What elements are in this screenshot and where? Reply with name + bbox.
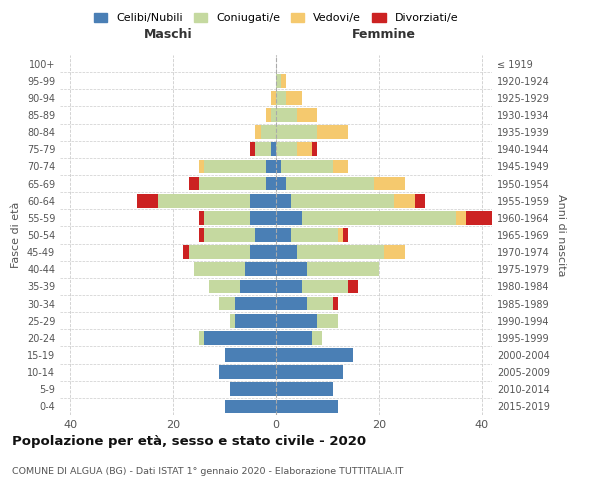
- Bar: [332, 160, 348, 173]
- Bar: [204, 160, 266, 173]
- Bar: [199, 211, 204, 224]
- Bar: [276, 348, 353, 362]
- Bar: [292, 228, 338, 242]
- Bar: [220, 366, 276, 379]
- Bar: [194, 262, 245, 276]
- Bar: [292, 194, 394, 207]
- Bar: [332, 296, 338, 310]
- Bar: [250, 211, 276, 224]
- Bar: [204, 331, 276, 344]
- Bar: [296, 246, 384, 259]
- Bar: [456, 211, 466, 224]
- Bar: [199, 176, 266, 190]
- Legend: Celibi/Nubili, Coniugati/e, Vedovi/e, Divorziati/e: Celibi/Nubili, Coniugati/e, Vedovi/e, Di…: [89, 8, 463, 28]
- Bar: [256, 142, 271, 156]
- Bar: [317, 126, 348, 139]
- Bar: [256, 228, 276, 242]
- Bar: [188, 246, 250, 259]
- Bar: [256, 126, 260, 139]
- Bar: [348, 280, 358, 293]
- Bar: [307, 296, 332, 310]
- Bar: [199, 331, 204, 344]
- Bar: [224, 348, 276, 362]
- Bar: [204, 228, 256, 242]
- Bar: [250, 142, 256, 156]
- Bar: [230, 382, 276, 396]
- Bar: [302, 280, 348, 293]
- Bar: [199, 160, 204, 173]
- Text: Femmine: Femmine: [352, 28, 416, 42]
- Bar: [271, 108, 276, 122]
- Bar: [245, 262, 276, 276]
- Bar: [230, 314, 235, 328]
- Bar: [374, 176, 404, 190]
- Bar: [276, 176, 286, 190]
- Bar: [204, 211, 250, 224]
- Bar: [286, 176, 374, 190]
- Bar: [343, 228, 348, 242]
- Bar: [188, 176, 199, 190]
- Bar: [312, 331, 322, 344]
- Bar: [220, 296, 235, 310]
- Bar: [312, 142, 317, 156]
- Text: Popolazione per età, sesso e stato civile - 2020: Popolazione per età, sesso e stato civil…: [12, 435, 366, 448]
- Bar: [235, 314, 276, 328]
- Bar: [276, 74, 281, 88]
- Bar: [281, 74, 286, 88]
- Bar: [276, 296, 307, 310]
- Bar: [276, 382, 332, 396]
- Bar: [276, 400, 338, 413]
- Bar: [271, 142, 276, 156]
- Bar: [276, 314, 317, 328]
- Bar: [296, 108, 317, 122]
- Bar: [296, 142, 312, 156]
- Bar: [281, 160, 332, 173]
- Bar: [276, 160, 281, 173]
- Bar: [276, 194, 292, 207]
- Bar: [266, 108, 271, 122]
- Bar: [276, 228, 292, 242]
- Text: COMUNE DI ALGUA (BG) - Dati ISTAT 1° gennaio 2020 - Elaborazione TUTTITALIA.IT: COMUNE DI ALGUA (BG) - Dati ISTAT 1° gen…: [12, 468, 403, 476]
- Bar: [276, 366, 343, 379]
- Y-axis label: Anni di nascita: Anni di nascita: [556, 194, 566, 276]
- Bar: [276, 331, 312, 344]
- Bar: [276, 126, 317, 139]
- Y-axis label: Fasce di età: Fasce di età: [11, 202, 21, 268]
- Bar: [271, 91, 276, 104]
- Bar: [276, 246, 296, 259]
- Bar: [276, 142, 296, 156]
- Bar: [184, 246, 188, 259]
- Bar: [158, 194, 250, 207]
- Bar: [307, 262, 379, 276]
- Bar: [276, 91, 286, 104]
- Bar: [235, 296, 276, 310]
- Bar: [250, 246, 276, 259]
- Bar: [209, 280, 240, 293]
- Bar: [415, 194, 425, 207]
- Bar: [276, 211, 302, 224]
- Bar: [384, 246, 404, 259]
- Bar: [266, 176, 276, 190]
- Bar: [260, 126, 276, 139]
- Text: Maschi: Maschi: [143, 28, 193, 42]
- Bar: [466, 211, 497, 224]
- Bar: [266, 160, 276, 173]
- Bar: [250, 194, 276, 207]
- Bar: [317, 314, 338, 328]
- Bar: [276, 262, 307, 276]
- Bar: [276, 280, 302, 293]
- Bar: [240, 280, 276, 293]
- Bar: [199, 228, 204, 242]
- Bar: [224, 400, 276, 413]
- Bar: [302, 211, 456, 224]
- Bar: [338, 228, 343, 242]
- Bar: [137, 194, 158, 207]
- Bar: [286, 91, 302, 104]
- Bar: [276, 108, 296, 122]
- Bar: [394, 194, 415, 207]
